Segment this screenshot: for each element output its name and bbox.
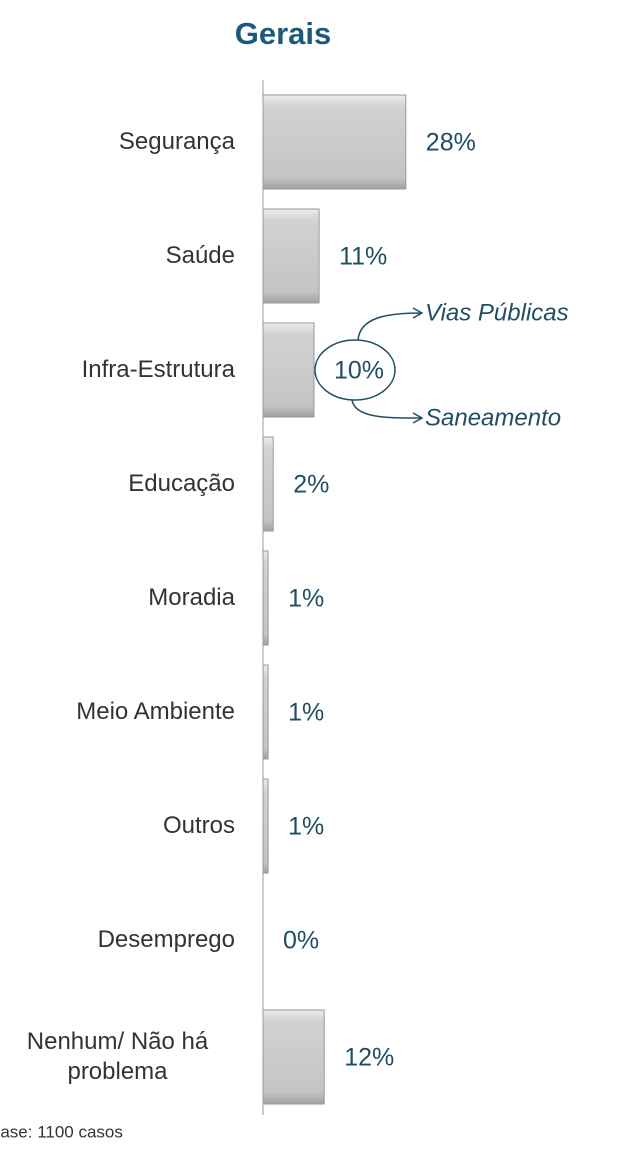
value-label: 0%: [283, 927, 319, 955]
bar: [262, 436, 274, 532]
annotation: Vias Públicas: [425, 299, 569, 326]
value-label: 1%: [288, 813, 324, 841]
category-label: Outros: [162, 812, 235, 839]
category-label: Nenhum/ Não há problema: [26, 1028, 209, 1085]
bar: [262, 208, 320, 304]
chart-title: Gerais: [235, 16, 332, 51]
value-label: 28%: [426, 129, 476, 157]
category-label: Moradia: [148, 584, 235, 611]
annotation-arrow: [357, 307, 424, 341]
category-label: Saúde: [165, 242, 235, 269]
value-label: 11%: [339, 243, 387, 271]
value-label: 12%: [344, 1044, 394, 1072]
value-label: 1%: [288, 585, 324, 613]
bar: [262, 322, 315, 418]
category-label: Meio Ambiente: [76, 698, 235, 725]
footnote: Base: 1100 casos: [0, 1122, 123, 1141]
bar: [262, 94, 407, 190]
value-label: 2%: [293, 471, 329, 499]
category-label: Educação: [128, 470, 235, 497]
bar: [262, 778, 269, 874]
value-label: 10%: [334, 357, 384, 385]
value-label: 1%: [288, 699, 324, 727]
category-label: Infra-Estrutura: [81, 356, 235, 383]
bar: [262, 550, 269, 646]
bar: [262, 664, 269, 760]
annotation: Saneamento: [425, 404, 561, 431]
category-label: Desemprego: [97, 926, 235, 953]
annotation-arrow: [351, 399, 424, 424]
highlight-ellipse: [314, 339, 396, 401]
category-label: Segurança: [118, 128, 235, 155]
bar: [262, 1009, 325, 1105]
